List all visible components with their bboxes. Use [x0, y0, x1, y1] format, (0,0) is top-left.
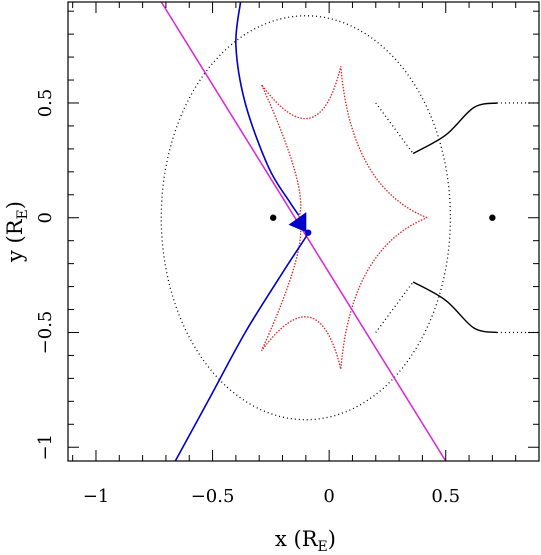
lens-mass-1: [269, 214, 277, 221]
lens-mass-2: [489, 214, 496, 221]
image-track-upper: [235, 2, 300, 216]
critical-curve-lower-dotted: [375, 281, 414, 333]
y-axis-label: y (RE): [3, 201, 31, 263]
critical-curve-lower-solid: [412, 281, 498, 334]
y-tick-label: 0: [35, 212, 56, 223]
x-axis-label: x (RE): [275, 527, 336, 555]
critical-curve-inner: [160, 15, 452, 421]
y-tick-label: −1: [35, 434, 56, 461]
image-track-lower: [174, 232, 309, 461]
x-tick-label: 0.5: [431, 486, 460, 507]
source-trajectory: [160, 2, 447, 461]
x-tick-label: 0: [323, 486, 334, 507]
critical-curve-upper-solid: [412, 102, 498, 155]
y-tick-label: 0.5: [35, 89, 56, 118]
source-point: [304, 229, 312, 236]
x-tick-label: −0.5: [191, 486, 235, 507]
y-tick-label: −0.5: [35, 311, 56, 355]
critical-curve-upper-dotted: [375, 102, 414, 154]
plot-frame: [67, 1, 540, 462]
image-loop: [288, 212, 307, 233]
x-tick-label: −1: [83, 486, 110, 507]
caustic-curve: [260, 66, 428, 370]
